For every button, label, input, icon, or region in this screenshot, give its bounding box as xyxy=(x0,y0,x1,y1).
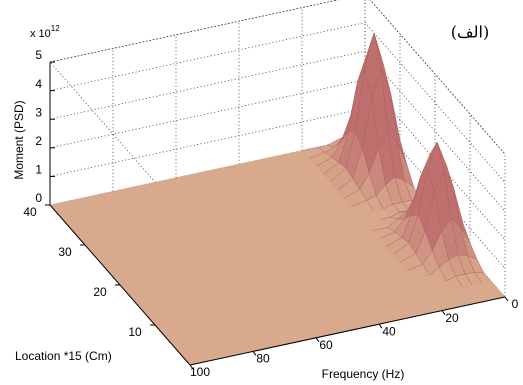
x-tick-label: 60 xyxy=(319,338,333,352)
x-axis-label: Frequency (Hz) xyxy=(322,367,405,381)
x-tick-label: 100 xyxy=(190,365,210,379)
y-tick-label: 20 xyxy=(93,285,107,299)
x-tick xyxy=(504,296,509,302)
x-tick xyxy=(315,337,320,343)
annotation: (الف) xyxy=(451,23,489,42)
x-tick-label: 0 xyxy=(512,297,519,311)
x-tick-label: 20 xyxy=(445,311,459,325)
z-axis-label: Moment (PSD) xyxy=(12,100,26,179)
z-tick-label: 1 xyxy=(35,163,42,177)
z-exponent-power: 12 xyxy=(51,24,60,33)
x-tick-label: 40 xyxy=(382,324,396,338)
x-tick xyxy=(441,310,446,315)
y-tick-label: 10 xyxy=(128,325,142,339)
x-tick xyxy=(189,364,194,370)
y-axis-label: Location *15 (Cm) xyxy=(15,349,112,363)
z-exponent-base: x 10 xyxy=(30,28,51,40)
y-tick-label: 40 xyxy=(23,205,37,219)
z-tick-label: 2 xyxy=(35,134,42,148)
z-tick-label: 3 xyxy=(35,105,42,119)
box-edge xyxy=(49,0,506,297)
grid-line xyxy=(49,22,506,183)
y-tick-label: 30 xyxy=(58,245,72,259)
z-exponent: x 1012 xyxy=(30,24,60,40)
x-tick xyxy=(252,351,257,356)
x-tick-label: 80 xyxy=(256,352,270,366)
z-tick-label: 5 xyxy=(35,48,42,62)
grid-line xyxy=(49,0,506,155)
x-tick xyxy=(378,323,383,329)
z-tick-label: 0 xyxy=(35,191,42,205)
z-tick-label: 4 xyxy=(35,77,42,91)
grid-line xyxy=(49,50,506,212)
x-axis-line xyxy=(189,296,506,366)
